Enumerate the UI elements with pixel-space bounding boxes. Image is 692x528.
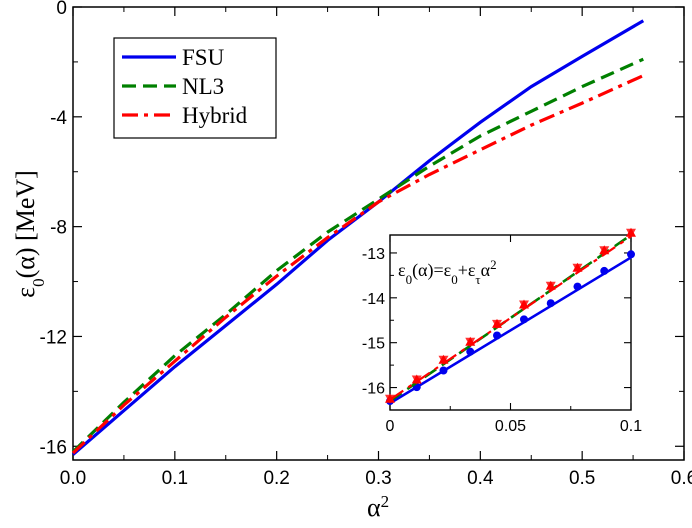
inset-point-circle xyxy=(546,299,555,308)
x-tick-label: 0.5 xyxy=(569,468,595,489)
inset-point-star xyxy=(545,281,556,291)
inset-y-tick-label: -15 xyxy=(362,336,385,353)
inset-point-star xyxy=(599,246,610,256)
y-axis-title: ε0(α) [MeV] xyxy=(11,170,48,298)
x-tick-label: 0.3 xyxy=(365,468,391,489)
y-tick-label: -16 xyxy=(40,437,67,458)
y-tick-label: 0 xyxy=(56,0,67,19)
inset-plot: 0 0.05 0.1 -16 -15 -14 -13 xyxy=(362,227,642,435)
inset-point-circle xyxy=(466,347,475,356)
inset-x-tick-label: 0 xyxy=(386,418,395,435)
y-tick-label: -8 xyxy=(50,218,67,239)
inset-point-star xyxy=(438,355,449,365)
main-plot: 0.0 0.1 0.2 0.3 0.4 0.5 0.6 -16 -12 -8 -4 0 xyxy=(40,0,692,489)
series-line-nl3 xyxy=(71,57,644,453)
inset-point-circle xyxy=(519,315,528,324)
x-tick-label: 0.0 xyxy=(60,468,86,489)
x-tick-label: 0.1 xyxy=(162,468,188,489)
y-tick-label: -12 xyxy=(40,327,67,348)
x-tick-label: 0.4 xyxy=(467,468,494,489)
inset-point-star xyxy=(518,300,529,310)
inset-point-star xyxy=(465,337,476,347)
inset-point-circle xyxy=(573,282,582,291)
legend-label-nl3: NL3 xyxy=(182,74,224,99)
inset-fit-line xyxy=(389,233,632,403)
y-tick-label: -4 xyxy=(50,108,67,129)
inset-point-star xyxy=(572,263,583,273)
x-tick-label: 0.6 xyxy=(671,468,692,489)
inset-point-star xyxy=(385,394,395,404)
inset-point-star xyxy=(411,375,422,385)
x-axis-title: α2 xyxy=(367,492,389,523)
inset-point-star xyxy=(492,319,503,329)
inset-point-star xyxy=(626,228,636,238)
legend-label-fsu: FSU xyxy=(182,45,225,70)
inset-y-tick-label: -14 xyxy=(362,291,385,308)
legend-label-hybrid: Hybrid xyxy=(182,103,248,128)
legend-box xyxy=(113,37,277,139)
inset-y-tick-label: -16 xyxy=(362,381,385,398)
x-tick-label: 0.2 xyxy=(263,468,289,489)
inset-point-circle xyxy=(493,331,502,340)
series-line-hybrid xyxy=(71,74,644,455)
inset-point-circle xyxy=(439,366,448,375)
inset-point-circle xyxy=(600,266,609,275)
inset-point-circle xyxy=(627,250,635,259)
inset-fit-line xyxy=(389,256,632,405)
inset-x-tick-label: 0.05 xyxy=(495,418,526,435)
legend: FSU NL3 Hybrid xyxy=(113,37,277,139)
inset-y-tick-label: -13 xyxy=(362,246,385,263)
inset-x-tick-label: 0.1 xyxy=(620,418,642,435)
inset-formula: ε0(α)=ε0+ετα2 xyxy=(398,257,497,287)
